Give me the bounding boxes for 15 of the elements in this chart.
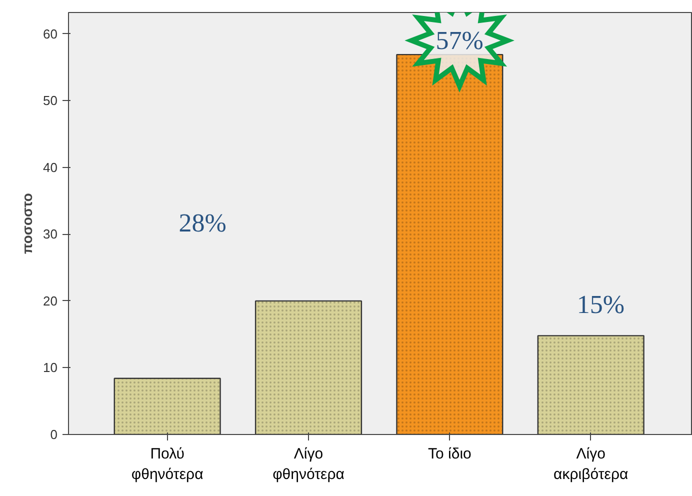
y-tick-label: 0	[50, 427, 58, 442]
x-tick-label: Λίγο ακριβότερα	[554, 446, 628, 483]
y-tick-label: 30	[43, 226, 58, 242]
annotation: 28%	[178, 208, 226, 238]
x-tick-label: Λίγο φθηνότερα	[272, 446, 345, 483]
y-tick-label: 20	[43, 293, 58, 308]
y-axis-title: ποσοστο	[19, 193, 36, 254]
annotation: 15%	[576, 290, 625, 319]
y-tick-label: 60	[43, 26, 58, 42]
x-tick-label: Το ίδιο	[428, 446, 472, 462]
y-tick-label: 50	[43, 93, 58, 108]
y-tick-label: 10	[43, 360, 58, 376]
x-tick-label: Πολύ φθηνότερα	[131, 446, 204, 483]
y-tick-label: 40	[43, 160, 58, 175]
annotation: 57%	[436, 26, 484, 56]
